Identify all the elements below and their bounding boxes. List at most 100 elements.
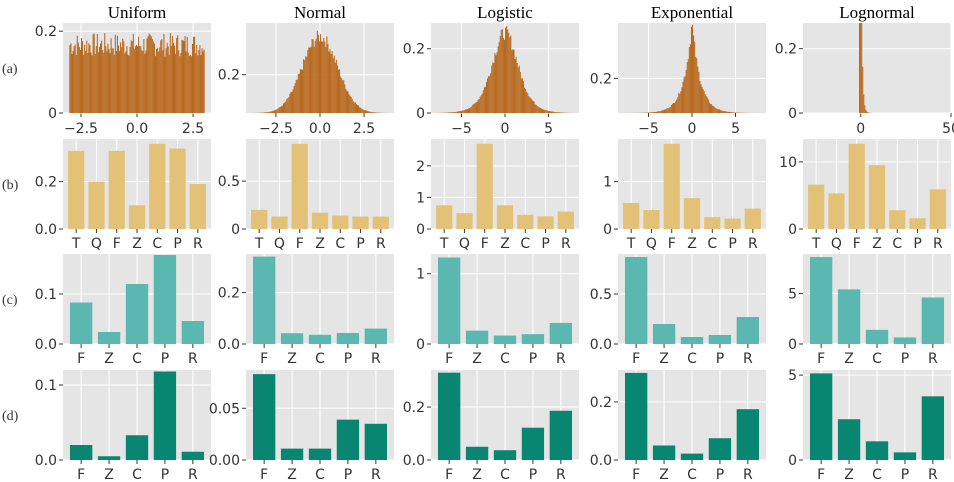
histogram-bin bbox=[85, 51, 87, 113]
bar-z bbox=[465, 446, 489, 460]
histogram-bin bbox=[690, 26, 692, 113]
histogram-bin bbox=[469, 108, 471, 113]
bar-r bbox=[736, 409, 760, 460]
histogram-bin bbox=[678, 92, 680, 113]
y-tick-label: 0 bbox=[416, 337, 425, 353]
histogram-bin bbox=[267, 112, 269, 113]
histogram-bin bbox=[311, 39, 313, 113]
x-tick-label-q: Q bbox=[91, 236, 102, 252]
histogram-bin bbox=[719, 109, 721, 113]
histogram-bin bbox=[555, 112, 557, 113]
histogram-bin bbox=[458, 111, 460, 113]
histogram-bin bbox=[549, 111, 551, 113]
x-tick-label-q: Q bbox=[459, 236, 470, 252]
column-title-lognormal: Lognormal bbox=[839, 3, 915, 22]
bar-c bbox=[889, 210, 906, 229]
histogram-bin bbox=[707, 99, 709, 113]
histogram-bin bbox=[74, 44, 76, 113]
bar-z bbox=[652, 445, 676, 460]
histogram-bin bbox=[721, 110, 723, 113]
x-tick-label-z: Z bbox=[659, 351, 669, 367]
histogram-panel-uniform: −2.5 0.0 2.5 0 0.2 bbox=[35, 23, 211, 137]
histogram-bin bbox=[547, 110, 549, 113]
x-tick-label-z: Z bbox=[872, 236, 882, 252]
histogram-bin bbox=[105, 46, 107, 113]
histogram-bin bbox=[476, 102, 478, 113]
histogram-bin bbox=[176, 37, 178, 113]
bar-p bbox=[352, 216, 369, 229]
x-tick-label-f: F bbox=[260, 467, 268, 482]
x-tick-label-r: R bbox=[371, 467, 381, 482]
histogram-bin bbox=[88, 43, 90, 113]
histogram-bin bbox=[519, 72, 521, 113]
bar-f bbox=[437, 372, 461, 460]
histogram-bin bbox=[285, 101, 287, 113]
x-tick-label-p: P bbox=[161, 351, 169, 367]
histogram-bin bbox=[514, 59, 516, 113]
histogram-bin bbox=[359, 107, 361, 113]
histogram-bin bbox=[151, 38, 153, 113]
x-tick-label-r: R bbox=[376, 236, 386, 252]
x-tick-label-z: Z bbox=[659, 467, 669, 482]
histogram-bin bbox=[452, 112, 454, 113]
histogram-bin bbox=[709, 103, 712, 113]
bar-r bbox=[549, 410, 573, 460]
histogram-bin bbox=[115, 51, 117, 113]
bar-panel-d-logistic: 0.0 0.2 F Z C P R bbox=[403, 370, 579, 482]
histogram-bin bbox=[372, 112, 374, 113]
histogram-bin bbox=[473, 104, 475, 113]
x-tick-label-f: F bbox=[632, 467, 640, 482]
column-title-exponential: Exponential bbox=[651, 3, 733, 22]
histogram-bin bbox=[306, 56, 308, 113]
histogram-bin bbox=[492, 62, 494, 113]
histogram-bin bbox=[153, 43, 155, 113]
histogram-bin bbox=[71, 53, 73, 113]
x-tick-label-r: R bbox=[928, 467, 938, 482]
x-tick-label: 2.5 bbox=[182, 121, 204, 137]
histogram-bin bbox=[714, 107, 716, 113]
histogram-bin bbox=[468, 108, 470, 113]
bar-r bbox=[921, 396, 945, 460]
histogram-bin bbox=[470, 107, 472, 113]
x-tick-label-c: C bbox=[892, 236, 902, 252]
histogram-bin bbox=[103, 52, 105, 113]
histogram-bin bbox=[510, 35, 512, 114]
histogram-bin bbox=[303, 59, 305, 113]
x-tick-label-f: F bbox=[77, 351, 85, 367]
histogram-bin bbox=[295, 79, 297, 113]
y-tick-label: 0 bbox=[603, 222, 612, 238]
bar-t bbox=[436, 205, 453, 229]
bar-p bbox=[169, 148, 186, 229]
bar-panel-b-normal: 0 0.5 T Q F Z C P R bbox=[218, 139, 394, 252]
histogram-bin bbox=[289, 93, 291, 113]
histogram-bin bbox=[145, 50, 147, 113]
x-tick-label: −5 bbox=[638, 121, 659, 137]
bar-panel-d-lognormal: 0 5 F Z C P R bbox=[788, 368, 951, 482]
histogram-bin bbox=[128, 55, 130, 113]
histogram-bin bbox=[362, 109, 364, 113]
histogram-bin bbox=[485, 81, 488, 113]
x-tick-label-c: C bbox=[872, 467, 882, 482]
y-tick-label: 2 bbox=[416, 159, 425, 175]
histogram-bin bbox=[171, 35, 173, 113]
histogram-bin bbox=[111, 48, 113, 113]
histogram-panel-normal: −2.5 0.0 2.5 0.2 bbox=[218, 23, 394, 137]
bar-p bbox=[537, 216, 554, 229]
bar-r bbox=[921, 297, 945, 344]
bar-panel-c-uniform: 0.0 0.1 F Z C P R bbox=[35, 254, 211, 367]
histogram-bin bbox=[518, 65, 520, 113]
bar-r bbox=[744, 208, 761, 229]
bar-p bbox=[336, 419, 360, 460]
histogram-bin bbox=[689, 44, 691, 114]
histogram-bin bbox=[309, 48, 311, 113]
histogram-bin bbox=[650, 112, 652, 113]
histogram-bin bbox=[263, 112, 266, 113]
y-tick-label: 0.2 bbox=[218, 286, 240, 302]
histogram-bin bbox=[327, 43, 329, 113]
histogram-bin bbox=[143, 39, 145, 113]
bar-f bbox=[108, 150, 125, 229]
histogram-bin bbox=[271, 111, 273, 113]
histogram-bin bbox=[159, 47, 161, 114]
histogram-bin bbox=[515, 56, 517, 113]
